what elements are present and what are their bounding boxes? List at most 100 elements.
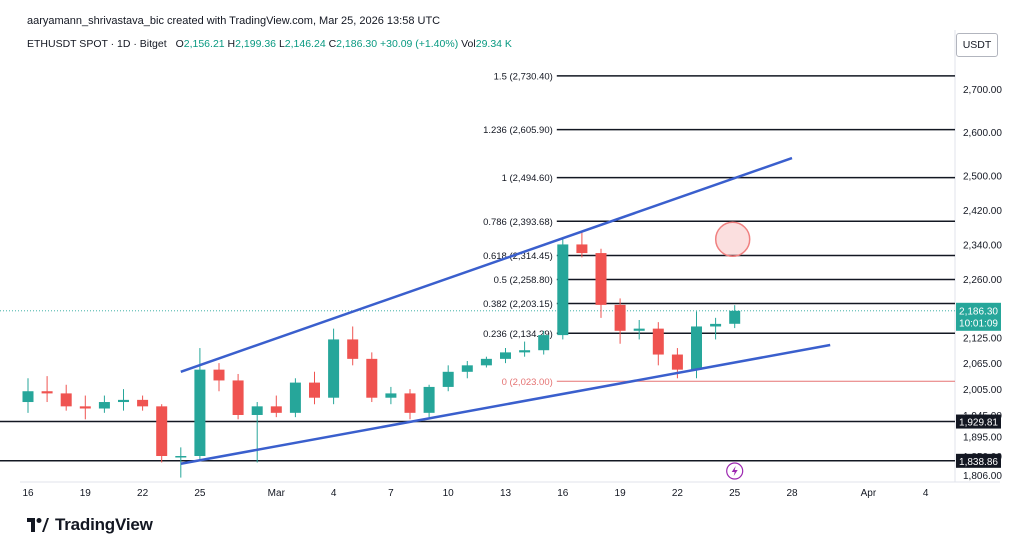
- candle-body-down: [137, 399, 149, 407]
- countdown-label: 10:01:09: [959, 318, 998, 329]
- currency-unit-button[interactable]: USDT: [956, 33, 998, 57]
- tradingview-logo[interactable]: TradingView: [27, 515, 153, 535]
- candle-body-down: [366, 358, 378, 398]
- close-value: 2,186.30: [336, 38, 378, 50]
- candle-body-up: [194, 369, 206, 457]
- volume-value: 29.34 K: [475, 38, 512, 50]
- current-price-tag: [956, 302, 1001, 331]
- support-price-tag: [956, 453, 1001, 468]
- x-tick-label: 16: [557, 488, 569, 499]
- candle-body-up: [442, 371, 454, 387]
- candle-body-down: [404, 393, 416, 413]
- candle-body-up: [710, 323, 722, 327]
- channel-lower-line: [180, 343, 831, 466]
- open-label: O: [175, 38, 184, 50]
- symbol-name[interactable]: ETHUSDT SPOT · 1D · Bitget: [27, 38, 167, 50]
- x-tick-label: 4: [331, 488, 337, 499]
- x-tick-label: 19: [615, 488, 627, 499]
- candle-body-up: [500, 352, 511, 359]
- candle-body-down: [595, 253, 607, 305]
- x-tick-label: Mar: [268, 488, 286, 499]
- candle-body-down: [60, 393, 72, 407]
- candle-body-up: [118, 399, 129, 403]
- fib-level-label: 1 (2,494.60): [502, 173, 553, 184]
- close-label: C: [328, 38, 337, 50]
- fib-level-label: 1.5 (2,730.40): [494, 71, 553, 82]
- candle-body-up: [98, 402, 110, 409]
- candle-body-down: [652, 328, 664, 355]
- x-tick-label: 22: [672, 488, 684, 499]
- candle-body-down: [156, 406, 168, 457]
- candle-body-up: [461, 365, 473, 372]
- candle-body-down: [309, 382, 320, 398]
- y-tick-label: 2,065.00: [963, 359, 1002, 370]
- candle-body-up: [633, 328, 645, 331]
- x-tick-label: 10: [443, 488, 455, 499]
- highlight-circle-marker: [714, 221, 751, 258]
- support-price-tag: [956, 414, 1001, 429]
- candle-body-up: [251, 406, 263, 415]
- candle-body-up: [385, 393, 397, 398]
- candle-body-up: [328, 339, 340, 398]
- candle-body-down: [614, 304, 626, 331]
- fib-level-label: 0 (2,023.00): [502, 377, 553, 388]
- x-tick-label: 25: [729, 488, 741, 499]
- y-tick-label: 2,005.00: [963, 385, 1002, 396]
- current-price-label: 2,186.30: [959, 306, 998, 317]
- candle-body-up: [519, 350, 531, 353]
- candle-body-down: [270, 406, 282, 413]
- y-tick-label: 2,125.00: [963, 333, 1002, 344]
- y-tick-label: 2,600.00: [963, 128, 1002, 139]
- y-tick-label: 2,500.00: [963, 171, 1002, 182]
- candle-body-up: [175, 456, 187, 458]
- fib-level-label: 0.382 (2,203.15): [483, 299, 553, 310]
- y-tick-label: 2,700.00: [963, 85, 1002, 96]
- fib-level-label: 0.786 (2,393.68): [483, 217, 553, 228]
- candle-body-down: [232, 380, 244, 415]
- channel-upper-line: [180, 156, 793, 373]
- candle-body-down: [213, 369, 225, 381]
- candle-body-down: [79, 406, 91, 409]
- candle-body-up: [557, 244, 569, 336]
- candle-body-down: [576, 244, 588, 254]
- fib-level-label: 0.5 (2,258.80): [494, 275, 553, 286]
- candle-body-down: [41, 391, 53, 394]
- support-price-label: 1,838.86: [959, 457, 998, 468]
- candle-body-up: [729, 310, 741, 324]
- candle-body-up: [538, 335, 550, 351]
- candle-body-up: [423, 386, 435, 413]
- tradingview-logo-icon: [27, 518, 49, 532]
- x-tick-label: 4: [923, 488, 929, 499]
- brand-name: TradingView: [55, 515, 153, 534]
- support-price-label: 1,929.81: [959, 418, 998, 429]
- open-value: 2,156.21: [183, 38, 225, 50]
- fib-level-label: 0.236 (2,134.29): [483, 329, 553, 340]
- y-tick-label: 2,260.00: [963, 275, 1002, 286]
- x-tick-label: Apr: [861, 488, 877, 499]
- x-tick-label: 16: [22, 488, 34, 499]
- candle-body-up: [691, 326, 702, 370]
- high-value: 2,199.36: [235, 38, 277, 50]
- y-tick-label: 1,806.00: [963, 471, 1002, 482]
- candle-body-up: [480, 358, 492, 366]
- x-tick-label: 7: [388, 488, 394, 499]
- y-tick-label: 2,340.00: [963, 240, 1002, 251]
- low-value: 2,146.24: [284, 38, 326, 50]
- y-tick-label: 2,420.00: [963, 206, 1002, 217]
- volume-label: Vol: [461, 38, 476, 50]
- fib-level-label: 0.618 (2,314.45): [483, 251, 553, 262]
- candle-body-down: [347, 339, 359, 359]
- x-tick-label: 22: [137, 488, 149, 499]
- chart-credit: aaryamann_shrivastava_bic created with T…: [27, 15, 441, 27]
- y-tick-label: 1,895.00: [963, 433, 1002, 444]
- candle-body-up: [22, 391, 34, 403]
- symbol-header: ETHUSDT SPOT · 1D · Bitget O2,156.21 H2,…: [27, 38, 512, 50]
- x-tick-label: 25: [194, 488, 206, 499]
- candle-body-up: [289, 382, 301, 413]
- bolt-glyph: [731, 466, 738, 476]
- candle-body-down: [671, 354, 683, 370]
- low-label: L: [278, 38, 285, 50]
- x-tick-label: 19: [80, 488, 92, 499]
- x-tick-label: 28: [786, 488, 798, 499]
